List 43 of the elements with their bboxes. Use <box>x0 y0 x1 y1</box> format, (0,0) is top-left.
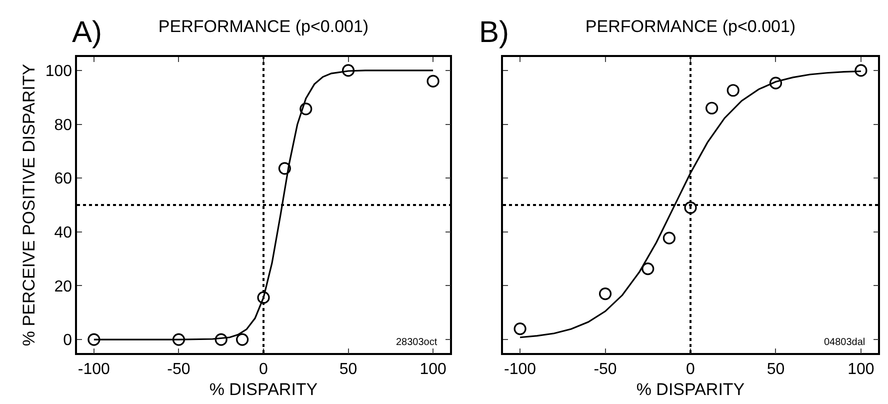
point <box>214 333 228 346</box>
x-tick-label: -50 <box>594 360 617 378</box>
y-tick-label: 40 <box>54 224 72 242</box>
annotation: 28303oct <box>396 337 438 348</box>
y-tick-label: 60 <box>54 170 72 188</box>
point <box>278 162 291 175</box>
x-tick-label: -100 <box>78 360 110 378</box>
x-tick-label: -50 <box>167 360 190 378</box>
x-tick-label: 0 <box>686 360 696 378</box>
x-axis-title: % DISPARITY <box>209 380 318 399</box>
y-axis-title: % PERCEIVE POSITIVE DISPARITY <box>19 64 38 346</box>
point <box>598 288 612 300</box>
chart-title: PERFORMANCE (p<0.001) <box>585 17 796 36</box>
x-tick-label: 0 <box>259 360 268 378</box>
y-tick-label: 100 <box>45 63 72 80</box>
x-tick-label: -100 <box>504 360 536 378</box>
point <box>662 232 676 244</box>
point <box>684 201 697 214</box>
y-tick-label: 20 <box>54 278 72 296</box>
point <box>88 333 100 346</box>
point <box>300 102 312 116</box>
point <box>342 64 355 77</box>
x-tick-label: 50 <box>339 360 358 378</box>
point <box>726 84 740 97</box>
annotation: 04803dal <box>824 337 866 348</box>
point <box>172 333 186 346</box>
point <box>769 76 782 90</box>
point <box>642 262 654 276</box>
text: B) <box>479 16 509 49</box>
point <box>854 64 868 77</box>
x-tick-label: 100 <box>420 360 446 378</box>
x-axis-title: % DISPARITY <box>636 380 745 399</box>
y-tick-label: 0 <box>63 332 72 350</box>
point <box>706 102 718 114</box>
point <box>257 291 270 304</box>
point <box>514 322 526 336</box>
x-tick-label: 50 <box>766 360 785 378</box>
chart-title: PERFORMANCE (p<0.001) <box>158 17 369 36</box>
point <box>426 74 440 88</box>
y-tick-label: 80 <box>54 116 72 134</box>
point <box>236 333 249 346</box>
text: A) <box>72 16 102 49</box>
x-tick-label: 100 <box>848 360 874 378</box>
